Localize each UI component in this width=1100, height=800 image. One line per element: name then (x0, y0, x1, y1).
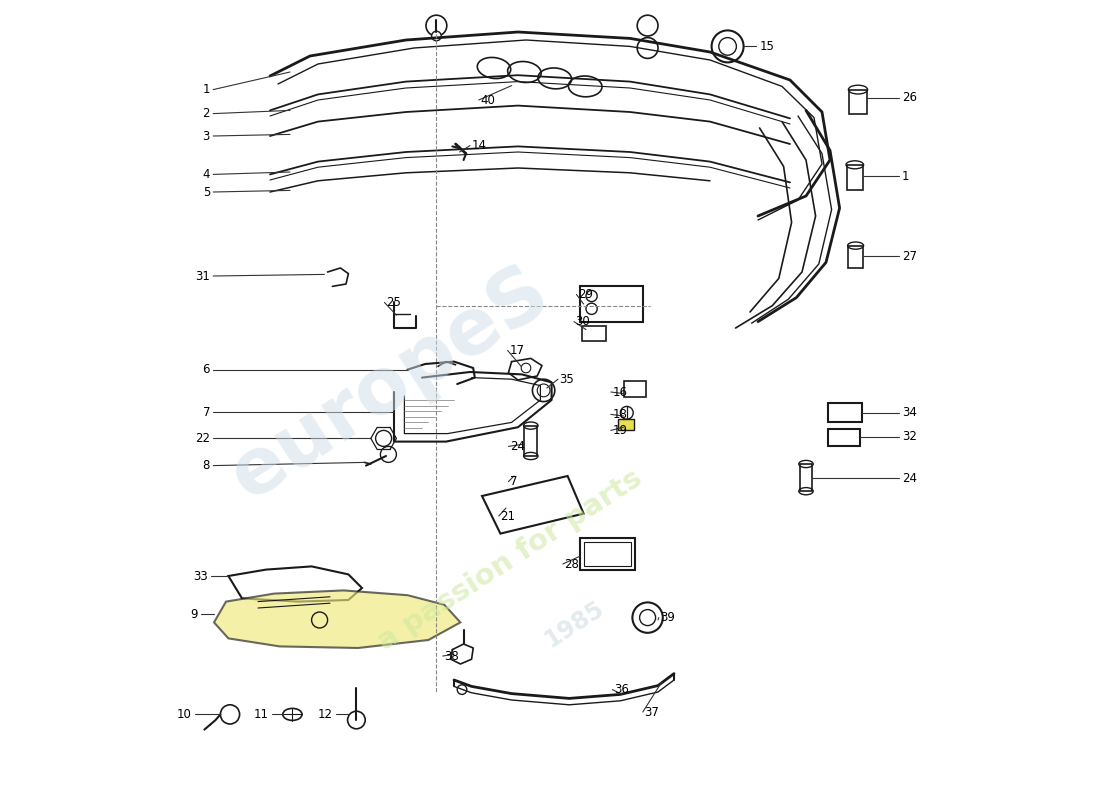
Text: 12: 12 (318, 708, 332, 721)
Text: 24: 24 (902, 472, 917, 485)
Text: a passion for parts: a passion for parts (373, 464, 647, 656)
Text: 29: 29 (578, 288, 593, 301)
Text: 31: 31 (195, 270, 210, 282)
Text: 1985: 1985 (540, 596, 608, 652)
Bar (828, 403, 862, 422)
Circle shape (381, 446, 396, 462)
Text: 18: 18 (613, 408, 627, 421)
Text: 10: 10 (177, 708, 191, 721)
Text: 24: 24 (510, 440, 525, 453)
Text: 17: 17 (509, 344, 525, 357)
Text: 7: 7 (510, 475, 517, 488)
Text: 37: 37 (645, 706, 659, 718)
Text: 19: 19 (613, 424, 627, 437)
Text: 35: 35 (560, 373, 574, 386)
Bar (849, 90, 867, 114)
Text: 5: 5 (202, 186, 210, 198)
Text: 4: 4 (202, 168, 210, 181)
Text: 1: 1 (202, 83, 210, 96)
Circle shape (431, 31, 441, 41)
Text: 3: 3 (202, 130, 210, 142)
Text: europeS: europeS (217, 253, 563, 515)
Bar (800, 464, 813, 491)
Text: 33: 33 (192, 570, 208, 582)
Text: 6: 6 (202, 363, 210, 376)
Text: 39: 39 (660, 611, 675, 624)
Text: 36: 36 (614, 683, 629, 696)
Bar (525, 426, 537, 456)
Bar (581, 286, 642, 322)
Text: 11: 11 (253, 708, 268, 721)
Text: 1: 1 (902, 170, 910, 182)
Bar (847, 165, 862, 190)
Text: 16: 16 (613, 386, 627, 398)
Text: 22: 22 (195, 432, 210, 445)
Text: 15: 15 (760, 40, 774, 53)
Polygon shape (214, 590, 461, 648)
Text: 2: 2 (202, 107, 210, 120)
Bar (828, 429, 860, 446)
Text: 26: 26 (902, 91, 917, 104)
Bar (618, 419, 634, 430)
Text: 34: 34 (902, 406, 917, 419)
Bar (581, 538, 635, 570)
Text: 8: 8 (202, 459, 210, 472)
Text: 9: 9 (190, 608, 198, 621)
Bar (624, 381, 646, 397)
Text: 14: 14 (472, 139, 486, 152)
Text: 21: 21 (500, 510, 516, 522)
Text: 7: 7 (202, 406, 210, 418)
Text: 27: 27 (902, 250, 917, 262)
Text: 32: 32 (902, 430, 917, 443)
Bar (848, 246, 862, 268)
Text: 40: 40 (481, 94, 495, 106)
Bar (584, 542, 630, 566)
Text: 28: 28 (564, 558, 580, 570)
Text: 25: 25 (386, 296, 400, 309)
Text: 38: 38 (444, 650, 459, 662)
Bar (582, 326, 606, 341)
Text: 30: 30 (575, 315, 591, 328)
